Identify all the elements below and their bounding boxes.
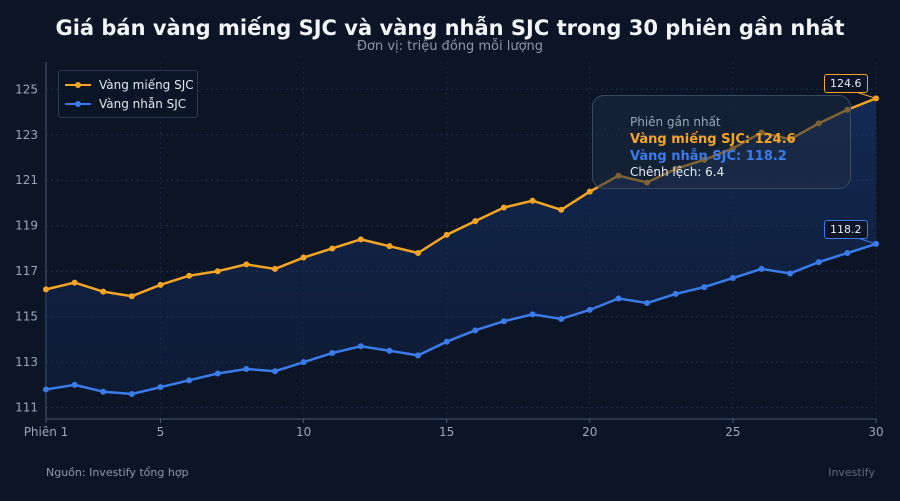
point-mieng-13 (386, 243, 393, 250)
y-tick-label-123: 123 (15, 128, 38, 142)
point-mieng-8 (243, 261, 250, 268)
latest-nhan-value: Vàng nhẫn SJC: 118.2 (630, 149, 787, 164)
point-mieng-2 (71, 279, 78, 286)
legend-item-nhan: Vàng nhẫn SJC (65, 95, 186, 113)
x-tick-label-15: 15 (439, 425, 454, 439)
point-mieng-6 (186, 272, 193, 279)
point-nhan-16 (472, 327, 479, 334)
legend-item-mieng: Vàng miếng SJC (65, 76, 194, 94)
y-tick-label-121: 121 (15, 173, 38, 187)
y-tick-label-117: 117 (15, 264, 38, 278)
point-nhan-18 (529, 311, 536, 318)
source-note: Nguồn: Investify tổng hợp (46, 466, 189, 479)
y-tick-label-113: 113 (15, 355, 38, 369)
point-nhan-8 (243, 365, 250, 372)
latest-mieng-value: Vàng miếng SJC: 124.6 (630, 132, 796, 147)
point-mieng-20 (586, 188, 593, 195)
point-nhan-25 (729, 275, 736, 282)
point-mieng-16 (472, 218, 479, 225)
y-tick-label-115: 115 (15, 310, 38, 324)
point-mieng-18 (529, 197, 536, 204)
y-tick-label-125: 125 (15, 82, 38, 96)
chart-subtitle: Đơn vị: triệu đồng mỗi lượng (356, 39, 544, 54)
point-mieng-17 (500, 204, 507, 211)
point-nhan-22 (644, 300, 651, 307)
point-nhan-3 (100, 388, 107, 395)
point-mieng-19 (558, 206, 565, 213)
end-label-nhan: 118.2 (824, 219, 868, 239)
point-nhan-27 (787, 270, 794, 277)
point-nhan-12 (357, 343, 364, 350)
point-mieng-15 (443, 231, 450, 238)
series-line-nhan (45, 242, 877, 396)
point-mieng-10 (300, 254, 307, 261)
point-nhan-15 (443, 338, 450, 345)
brand-note: Investify (828, 466, 875, 479)
point-nhan-26 (758, 265, 765, 272)
latest-session-header: Phiên gần nhất (630, 115, 721, 129)
latest-session-box: Phiên gần nhất Vàng miếng SJC: 124.6 Vàn… (592, 95, 851, 189)
point-mieng-3 (100, 288, 107, 295)
point-nhan-29 (844, 250, 851, 257)
point-mieng-12 (357, 236, 364, 243)
y-tick-label-119: 119 (15, 219, 38, 233)
point-nhan-7 (214, 370, 221, 377)
point-nhan-23 (672, 290, 679, 297)
x-tick-label-30: 30 (868, 425, 883, 439)
point-mieng-11 (329, 245, 336, 252)
point-nhan-19 (558, 315, 565, 322)
end-label-mieng: 124.6 (824, 74, 868, 94)
point-nhan-2 (71, 381, 78, 388)
point-nhan-4 (128, 390, 135, 397)
point-mieng-4 (128, 293, 135, 300)
chart-title: Giá bán vàng miếng SJC và vàng nhẫn SJC … (55, 16, 845, 40)
legend-label-nhan: Vàng nhẫn SJC (99, 97, 187, 111)
point-nhan-1 (43, 386, 49, 393)
point-nhan-9 (271, 368, 278, 375)
x-tick-label-25: 25 (725, 425, 740, 439)
legend-swatch-nhan (65, 101, 91, 107)
point-mieng-9 (271, 265, 278, 272)
point-nhan-24 (701, 284, 708, 291)
point-nhan-6 (186, 377, 193, 384)
point-mieng-1 (43, 286, 49, 293)
point-mieng-14 (415, 250, 422, 257)
point-nhan-20 (586, 306, 593, 313)
point-nhan-11 (329, 350, 336, 357)
latest-difference: Chênh lệch: 6.4 (630, 165, 725, 179)
x-tick-label-20: 20 (582, 425, 597, 439)
y-tick-label-111: 111 (15, 401, 38, 415)
legend-swatch-mieng (65, 82, 91, 88)
point-nhan-28 (815, 259, 822, 266)
point-mieng-5 (157, 281, 164, 288)
point-nhan-10 (300, 359, 307, 366)
point-nhan-14 (415, 352, 422, 359)
point-nhan-17 (500, 318, 507, 325)
point-nhan-21 (615, 295, 622, 302)
x-tick-label-10: 10 (296, 425, 311, 439)
point-nhan-5 (157, 384, 164, 391)
point-mieng-7 (214, 268, 221, 275)
x-tick-label-1: Phiên 1 (24, 425, 69, 439)
legend-label-mieng: Vàng miếng SJC (99, 78, 194, 92)
point-nhan-13 (386, 347, 393, 354)
legend: Vàng miếng SJC Vàng nhẫn SJC (58, 70, 198, 118)
x-tick-label-5: 5 (157, 425, 165, 439)
